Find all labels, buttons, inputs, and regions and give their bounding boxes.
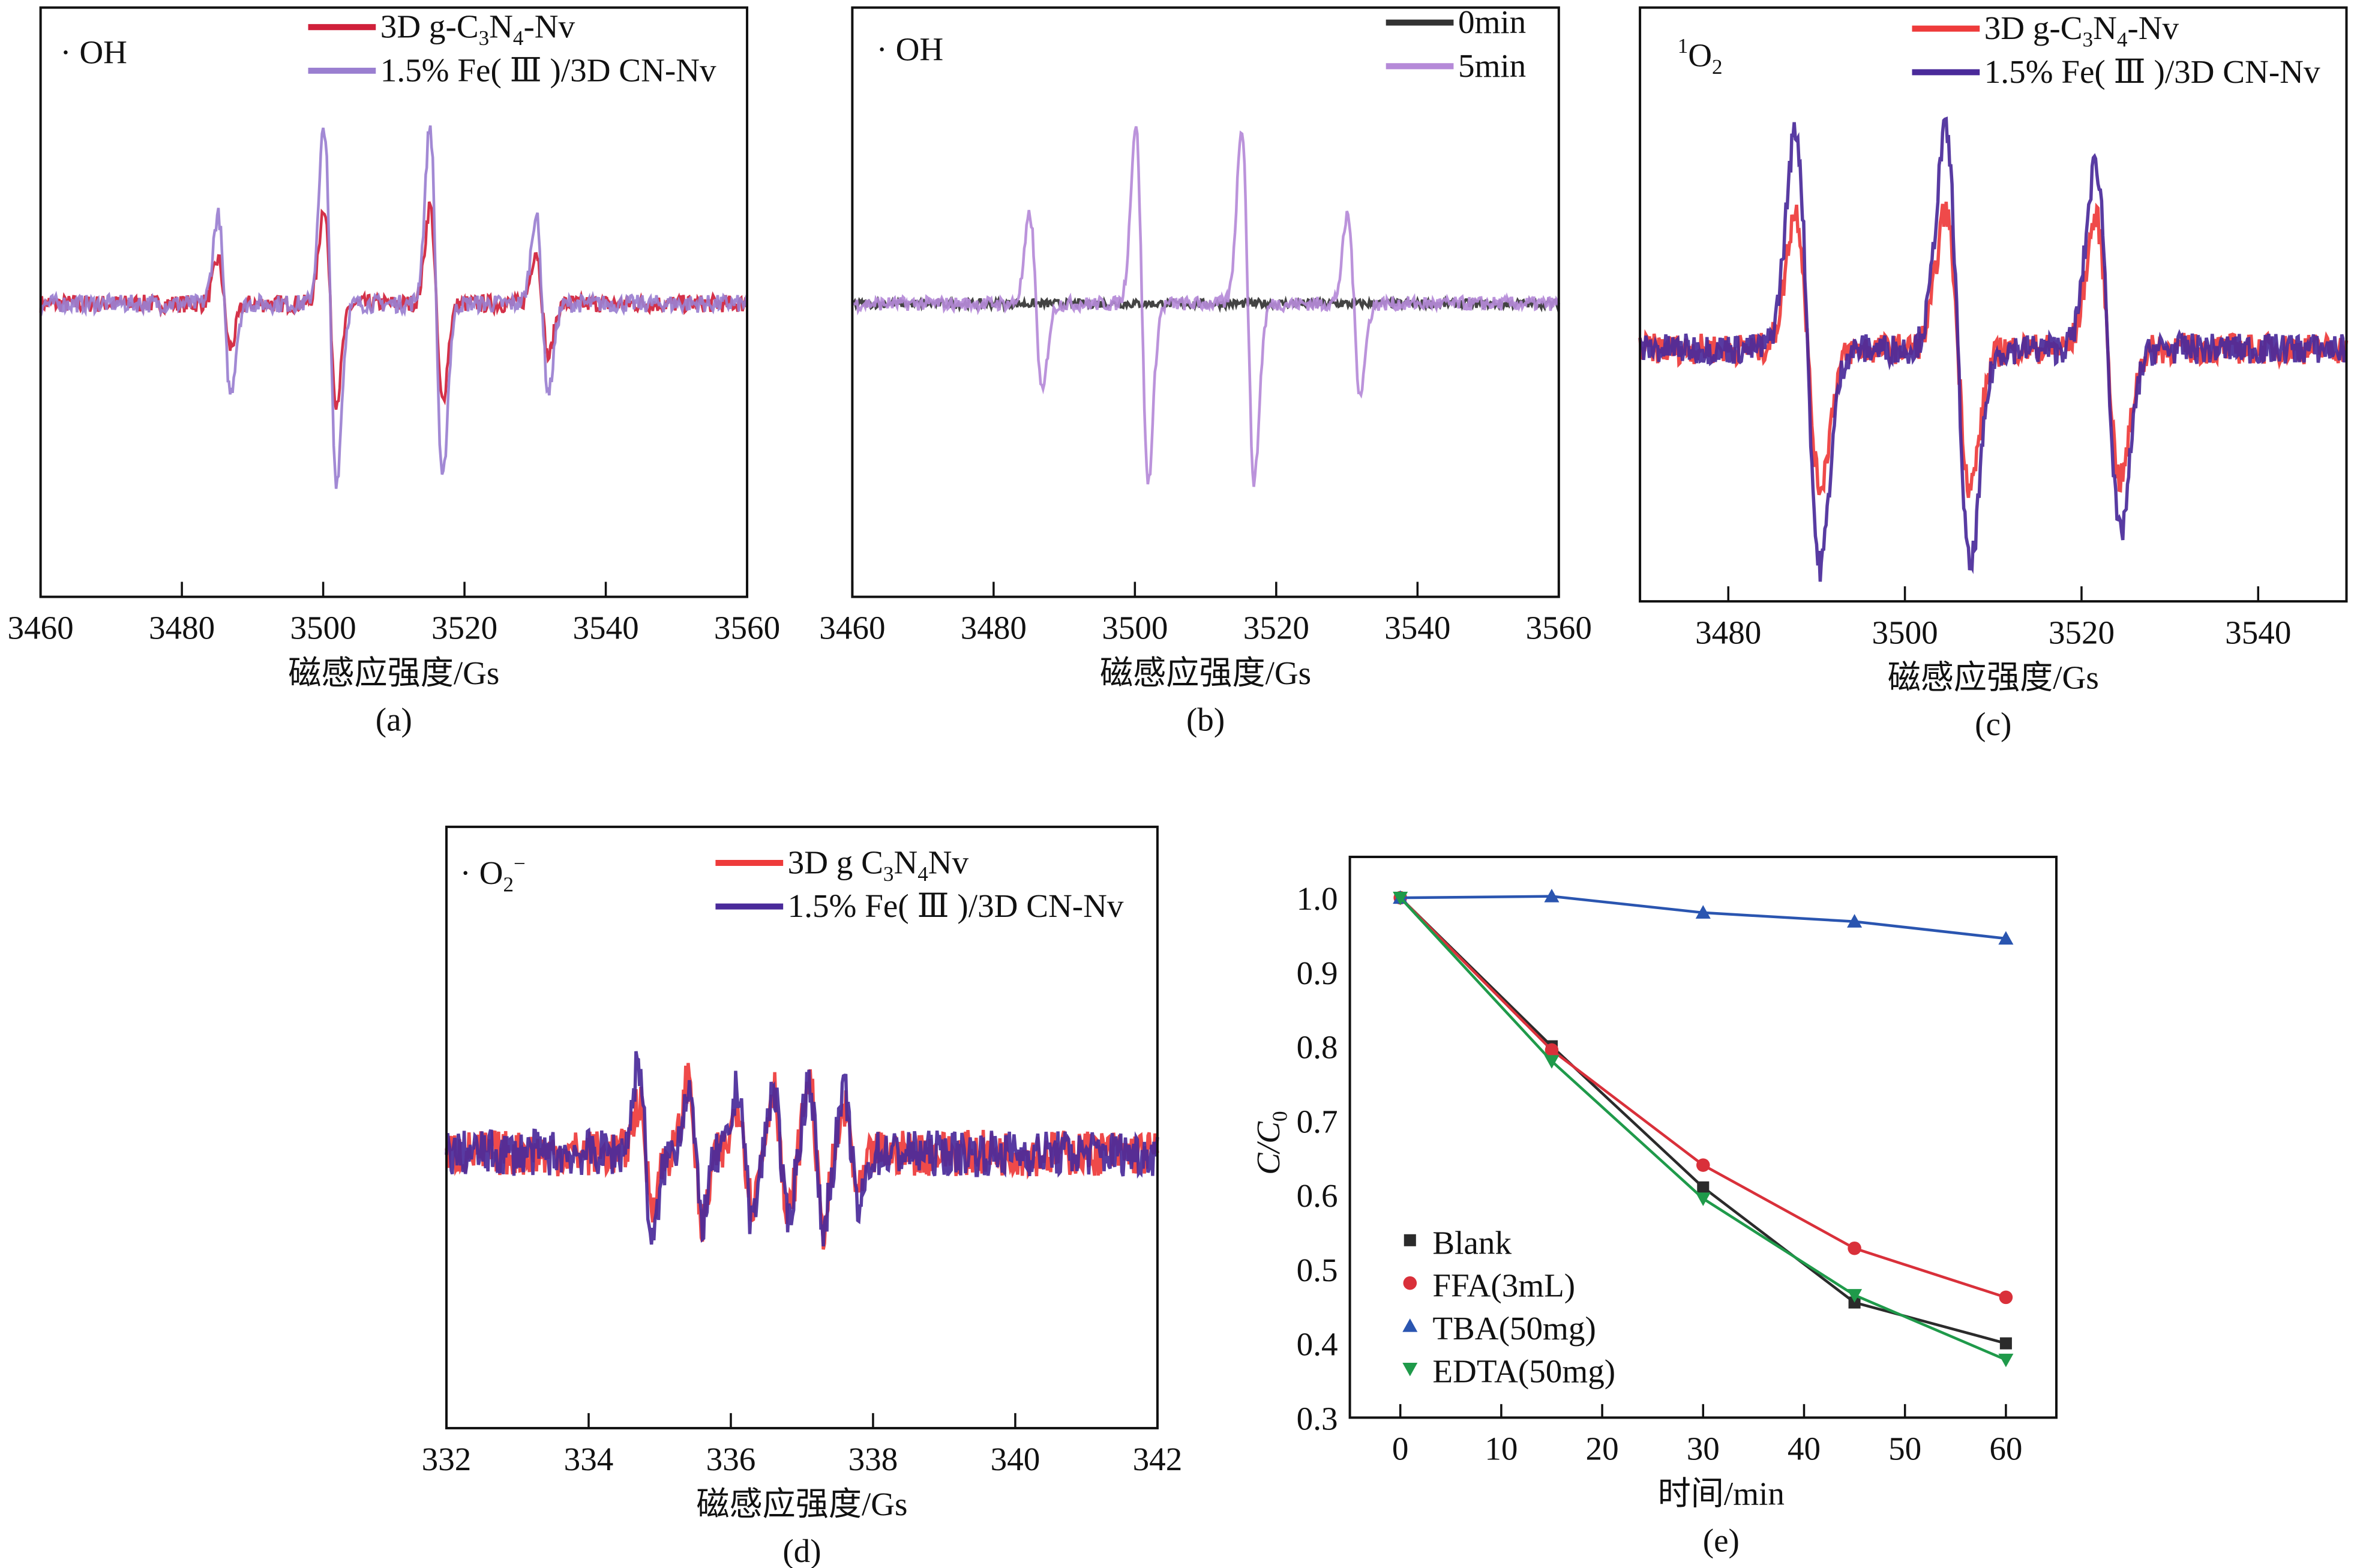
x-tick-label: 338	[848, 1441, 898, 1477]
x-tick-label: 3540	[1384, 610, 1450, 646]
legend-label: Blank	[1432, 1224, 1512, 1261]
x-tick-label: 3520	[431, 610, 497, 646]
data-point	[1402, 1362, 1418, 1377]
x-tick-label: 10	[1485, 1431, 1518, 1467]
x-tick-label: 332	[422, 1441, 472, 1477]
species-label: · O2−	[460, 852, 526, 897]
data-point	[1695, 905, 1711, 919]
species-label: · OH	[876, 31, 943, 67]
y-tick-label: 0.4	[1297, 1326, 1338, 1363]
data-point	[1848, 1241, 1861, 1255]
y-tick-label: 0.3	[1297, 1400, 1338, 1437]
data-point	[1696, 1158, 1710, 1172]
x-tick-label: 0	[1392, 1431, 1409, 1467]
legend-label: EDTA(50mg)	[1432, 1353, 1615, 1390]
data-point	[1695, 1192, 1711, 1206]
x-tick-label: 40	[1788, 1431, 1821, 1467]
data-point	[1847, 914, 1863, 928]
legend-label: 3D g-C3N4-Nv	[1984, 10, 2179, 52]
x-tick-label: 50	[1888, 1431, 1921, 1467]
x-tick-label: 342	[1133, 1441, 1183, 1477]
series-line-1	[1638, 116, 2348, 582]
x-tick-label: 3520	[2049, 614, 2115, 650]
plot-frame	[1639, 6, 2348, 603]
x-axis-label: 时间/min	[1658, 1476, 1785, 1512]
panel-c: 3D g-C3N4-Nv1.5% Fe( Ⅲ )/3D CN-Nv 3480 350…	[1638, 6, 2349, 742]
data-point	[1545, 1043, 1559, 1057]
data-point	[1999, 1337, 2012, 1350]
x-axis-label: 磁感应强度/Gs	[288, 655, 499, 691]
legend-label: 0min	[1458, 4, 1526, 40]
x-axis-label: 磁感应强度/Gs	[696, 1486, 907, 1522]
series-line-0	[39, 201, 748, 410]
data-point	[1847, 1289, 1863, 1303]
panel-label: (e)	[1703, 1522, 1740, 1558]
x-tick-label: 3500	[1102, 610, 1168, 646]
species-label: · OH	[60, 34, 127, 70]
y-tick-label: 0.8	[1297, 1029, 1338, 1066]
series-line-1	[39, 125, 749, 489]
x-axis-label: 磁感应强度/Gs	[1888, 659, 2099, 695]
x-tick-label: 30	[1687, 1431, 1720, 1467]
plot-frame	[445, 825, 1159, 1429]
data-point	[1403, 1276, 1417, 1290]
series-line-1	[851, 126, 1560, 487]
legend-label: 1.5% Fe( Ⅲ )/3D CN-Nv	[1984, 53, 2320, 90]
species-label: 1O2	[1678, 34, 1723, 79]
x-tick-label: 60	[1989, 1431, 2022, 1467]
data-point	[1998, 1353, 2014, 1368]
panel-b: 0min 5min 3460 3480 3500 3520 3540 3560 磁感应强度/Gs…	[819, 4, 1592, 737]
legend-label: 1.5% Fe( Ⅲ )/3D CN-Nv	[788, 888, 1124, 924]
x-tick-label: 3560	[1526, 610, 1592, 646]
legend-label: 3D g C3N4Nv	[788, 844, 969, 886]
x-tick-label: 3480	[1695, 614, 1761, 650]
x-tick-label: 3540	[2225, 614, 2291, 650]
x-tick-label: 3500	[1872, 614, 1938, 650]
x-tick-label: 3520	[1243, 610, 1309, 646]
x-tick-label: 336	[706, 1441, 756, 1477]
x-tick-label: 3500	[290, 610, 356, 646]
plot-frame	[39, 6, 749, 598]
x-tick-label: 3560	[714, 610, 780, 646]
legend-label: 3D g-C3N4-Nv	[380, 8, 575, 50]
data-point	[1544, 1055, 1560, 1069]
x-tick-label: 3540	[572, 610, 638, 646]
series-line-1	[445, 1051, 1159, 1246]
panel-label: (b)	[1186, 701, 1225, 738]
y-tick-label: 0.5	[1297, 1252, 1338, 1288]
legend-label: 1.5% Fe( Ⅲ )/3D CN-Nv	[380, 52, 716, 88]
x-tick-label: 20	[1586, 1431, 1619, 1467]
legend-label: TBA(50mg)	[1432, 1310, 1596, 1347]
data-point	[1998, 931, 2014, 945]
y-tick-label: 1.0	[1297, 880, 1338, 917]
data-point	[1999, 1290, 2013, 1305]
data-point	[1697, 1181, 1710, 1194]
x-tick-label: 3480	[961, 610, 1027, 646]
data-point	[1393, 892, 1408, 906]
data-point	[1402, 1318, 1418, 1332]
panel-a: 3D g-C3N4-Nv1.5% Fe( Ⅲ )/3D CN-Nv 3460 348…	[8, 6, 780, 738]
y-tick-label: 0.7	[1297, 1103, 1338, 1140]
y-axis-label: C/C0	[1250, 1111, 1292, 1174]
plot-frame	[851, 6, 1560, 598]
data-point	[1544, 889, 1560, 903]
data-point	[1404, 1234, 1416, 1246]
x-tick-label: 340	[991, 1441, 1040, 1477]
legend-label: 5min	[1458, 47, 1526, 84]
x-tick-label: 334	[564, 1441, 614, 1477]
y-tick-label: 0.6	[1297, 1177, 1338, 1214]
panel-label: (c)	[1975, 706, 2011, 742]
x-tick-label: 3460	[819, 610, 885, 646]
legend-label: FFA(3mL)	[1432, 1267, 1575, 1304]
x-axis-label: 磁感应强度/Gs	[1100, 655, 1311, 691]
x-tick-label: 3460	[8, 610, 74, 646]
x-tick-label: 3480	[149, 610, 215, 646]
panel-label: (a)	[376, 701, 412, 738]
y-tick-label: 0.9	[1297, 955, 1338, 991]
panel-label: (d)	[782, 1533, 821, 1568]
panel-e: 0 10 20 30 40 50 60 0.3 0.4 0.5 0.6 0.7 0.8 0.9 1.0 Bla…	[1250, 855, 2058, 1558]
